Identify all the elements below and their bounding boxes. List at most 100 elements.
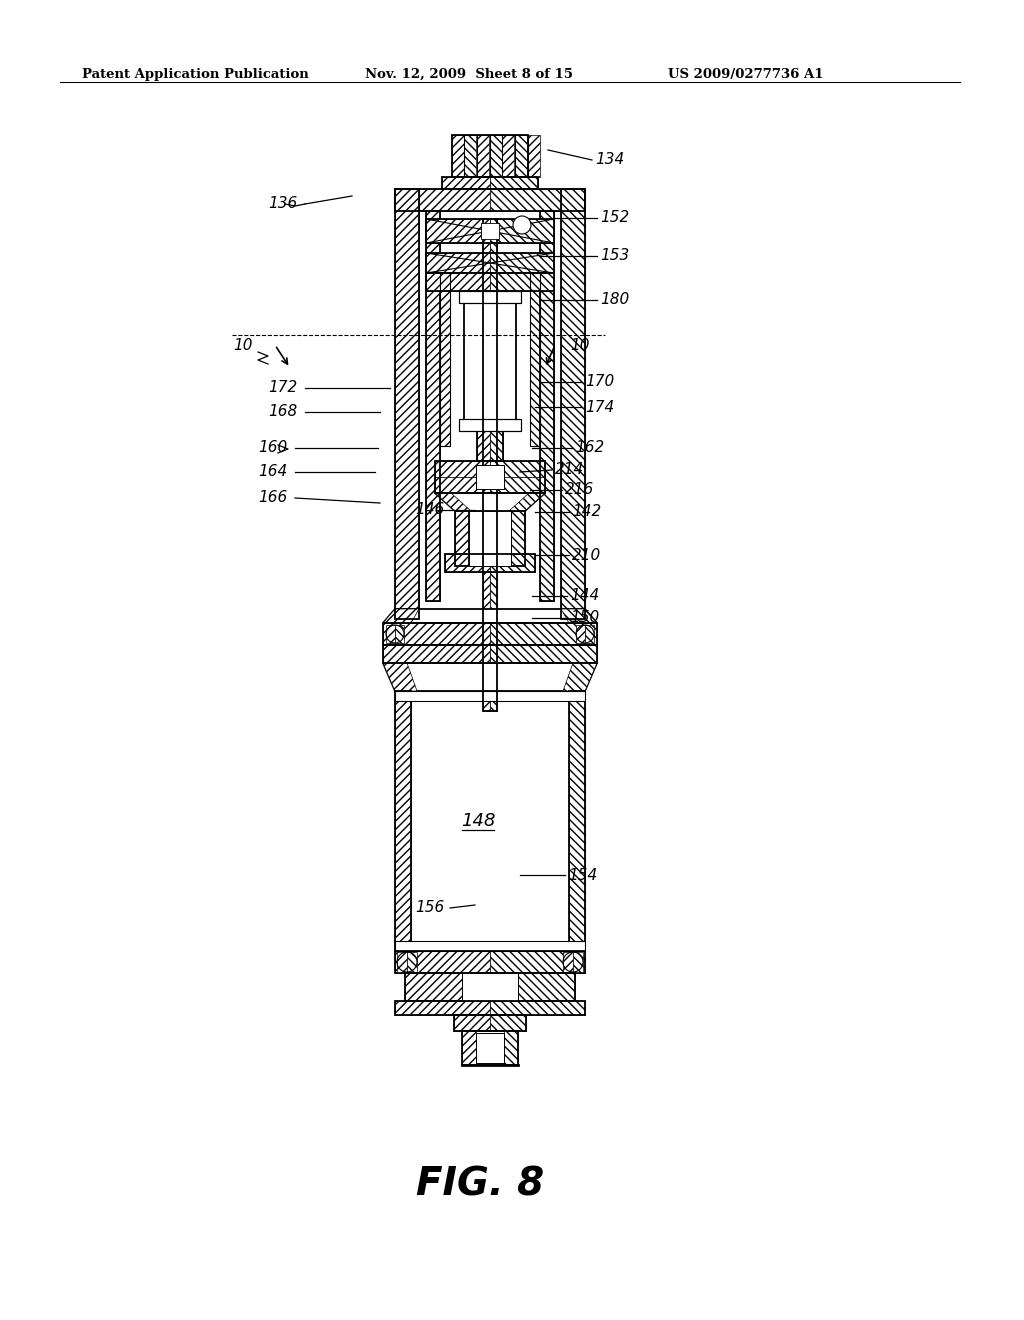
Bar bbox=[455, 511, 469, 566]
Bar bbox=[477, 135, 489, 177]
Text: US 2009/0277736 A1: US 2009/0277736 A1 bbox=[668, 69, 823, 81]
Bar bbox=[481, 223, 499, 239]
Bar bbox=[435, 477, 490, 492]
Bar bbox=[455, 511, 469, 566]
Bar bbox=[435, 461, 545, 492]
Bar bbox=[454, 1015, 490, 1031]
Text: 154: 154 bbox=[568, 867, 597, 883]
Bar bbox=[397, 952, 407, 972]
Bar bbox=[569, 690, 585, 950]
Bar bbox=[490, 177, 538, 189]
Bar bbox=[502, 135, 514, 177]
Bar bbox=[395, 189, 419, 619]
Polygon shape bbox=[383, 609, 419, 623]
Text: 10: 10 bbox=[570, 338, 590, 352]
Text: 170: 170 bbox=[585, 375, 614, 389]
Bar bbox=[406, 973, 462, 1001]
Bar bbox=[490, 219, 497, 711]
Polygon shape bbox=[435, 492, 471, 511]
Bar bbox=[426, 211, 440, 601]
Polygon shape bbox=[383, 663, 597, 690]
Bar bbox=[395, 690, 585, 701]
Bar bbox=[452, 135, 528, 177]
Text: Patent Application Publication: Patent Application Publication bbox=[82, 69, 309, 81]
Bar bbox=[563, 952, 573, 972]
Bar bbox=[440, 273, 450, 446]
Bar bbox=[464, 290, 516, 432]
Polygon shape bbox=[383, 663, 417, 690]
Bar bbox=[476, 1034, 504, 1063]
Bar bbox=[459, 290, 521, 304]
Bar bbox=[459, 418, 521, 432]
Bar bbox=[585, 624, 594, 643]
Bar bbox=[407, 952, 417, 972]
Bar bbox=[490, 432, 503, 461]
Polygon shape bbox=[561, 609, 597, 623]
Bar bbox=[442, 177, 538, 189]
Text: 136: 136 bbox=[268, 197, 297, 211]
Bar bbox=[575, 624, 585, 643]
Bar bbox=[462, 1031, 518, 1065]
Bar bbox=[490, 189, 561, 211]
Text: 152: 152 bbox=[600, 210, 630, 226]
Bar bbox=[395, 690, 411, 950]
Bar bbox=[511, 511, 525, 566]
Bar bbox=[490, 290, 521, 304]
Bar bbox=[395, 941, 585, 950]
Bar bbox=[464, 135, 476, 177]
Bar bbox=[440, 273, 450, 446]
Text: 156: 156 bbox=[415, 900, 444, 916]
Bar bbox=[386, 624, 395, 643]
Bar bbox=[540, 211, 554, 601]
Bar bbox=[477, 432, 490, 461]
Bar bbox=[573, 952, 583, 972]
Bar bbox=[395, 690, 411, 950]
Bar bbox=[426, 219, 490, 243]
Bar bbox=[476, 465, 504, 488]
Bar bbox=[406, 973, 575, 1001]
Text: 134: 134 bbox=[595, 153, 625, 168]
Text: 168: 168 bbox=[268, 404, 297, 420]
Bar bbox=[454, 1015, 526, 1031]
Text: Nov. 12, 2009  Sheet 8 of 15: Nov. 12, 2009 Sheet 8 of 15 bbox=[365, 69, 573, 81]
Bar bbox=[528, 135, 540, 177]
Bar bbox=[426, 273, 490, 290]
Text: 160: 160 bbox=[258, 441, 288, 455]
Bar bbox=[490, 1015, 526, 1031]
Text: 214: 214 bbox=[555, 462, 585, 478]
Bar bbox=[490, 253, 554, 273]
Text: 166: 166 bbox=[258, 491, 288, 506]
Bar bbox=[490, 135, 502, 177]
Bar bbox=[518, 973, 575, 1001]
Bar bbox=[490, 418, 521, 432]
Bar bbox=[426, 219, 554, 243]
Polygon shape bbox=[509, 492, 545, 511]
Text: 174: 174 bbox=[585, 400, 614, 414]
Bar bbox=[459, 290, 490, 304]
Bar bbox=[395, 189, 419, 619]
Bar bbox=[445, 554, 490, 572]
Bar bbox=[395, 1001, 490, 1015]
Text: 146: 146 bbox=[415, 503, 444, 517]
Bar bbox=[426, 253, 490, 273]
Bar bbox=[459, 290, 521, 304]
Bar bbox=[419, 189, 490, 211]
Bar bbox=[483, 219, 490, 711]
Bar bbox=[435, 461, 490, 477]
Bar bbox=[530, 273, 540, 446]
Bar bbox=[561, 189, 585, 619]
Bar bbox=[395, 189, 585, 211]
Bar bbox=[395, 624, 404, 643]
Bar bbox=[483, 219, 497, 711]
Text: 153: 153 bbox=[600, 248, 630, 264]
Bar bbox=[511, 511, 525, 566]
Text: 180: 180 bbox=[600, 293, 630, 308]
Bar bbox=[383, 645, 490, 663]
Bar bbox=[490, 1001, 585, 1015]
Text: 162: 162 bbox=[575, 441, 604, 455]
Bar bbox=[459, 418, 521, 432]
Bar bbox=[469, 511, 511, 566]
Bar bbox=[383, 645, 597, 663]
Bar bbox=[561, 189, 585, 619]
Bar bbox=[540, 211, 554, 601]
